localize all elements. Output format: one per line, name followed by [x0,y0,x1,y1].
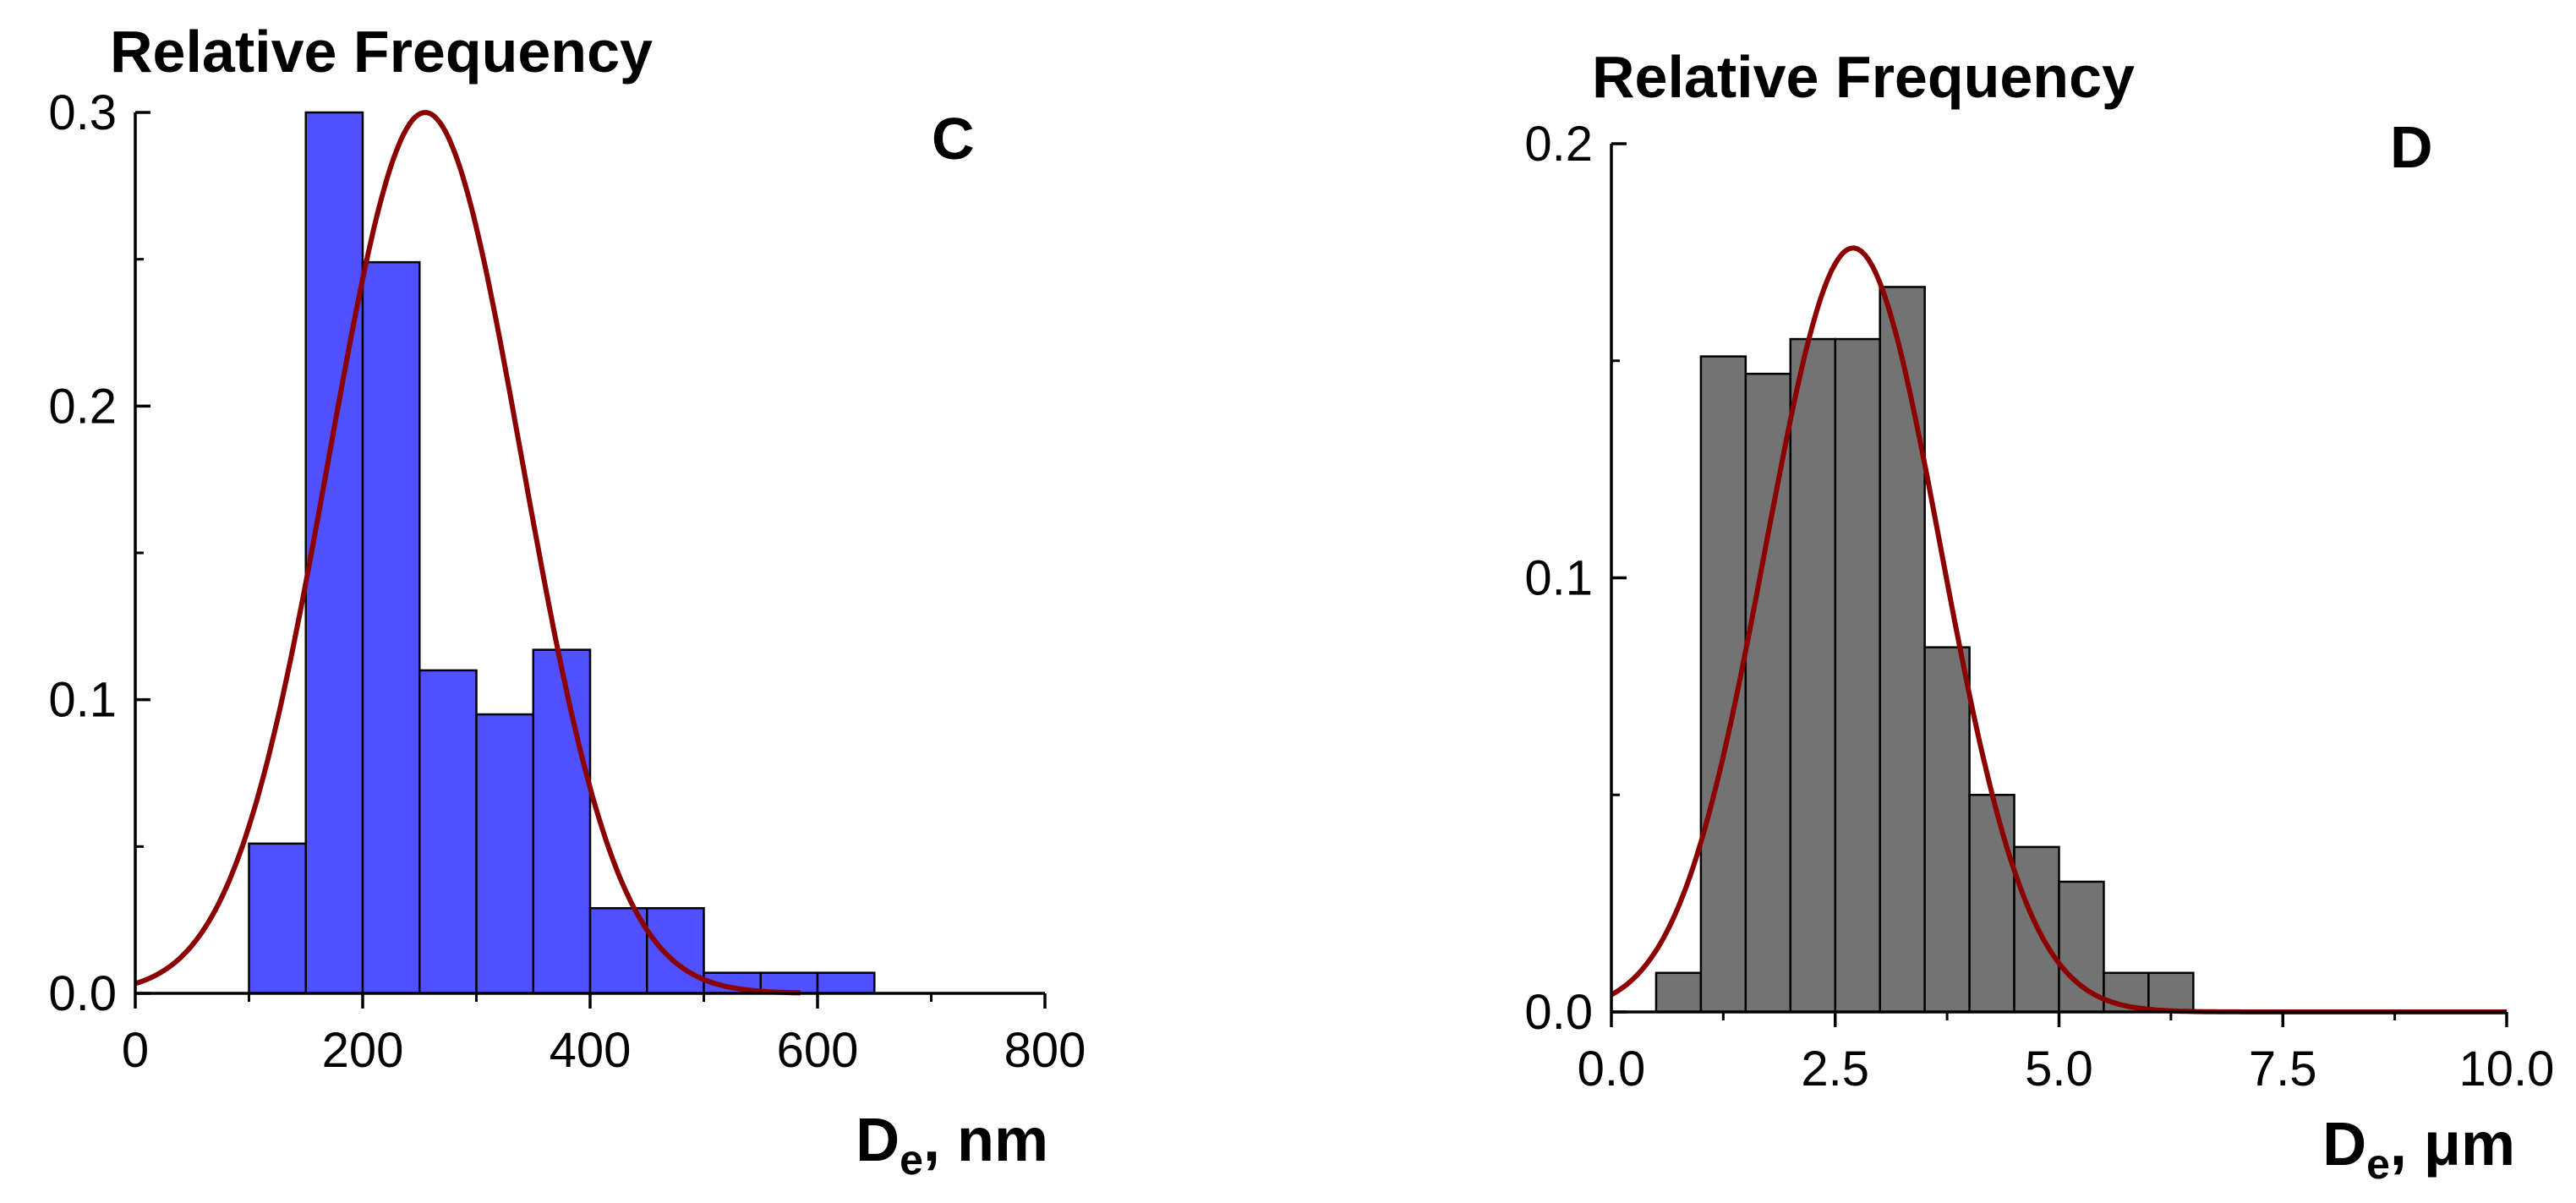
x-axis-title: De, nm [856,1107,1048,1184]
histogram-bar-10 [2058,880,2105,1014]
gaussian-fit-curve [134,110,801,996]
histogram-bar-2 [304,111,364,995]
histogram-bar-5 [1834,337,1881,1014]
y-axis-title: Relative Frequency [1592,44,2135,110]
histogram-bar-12 [2147,971,2195,1014]
y-tick-label: 0.2 [48,379,117,434]
histogram-bar-1 [248,842,307,995]
panel-letter: C [932,106,975,172]
histogram-bar-5 [475,713,534,995]
x-tick-label: 0.0 [1578,1042,1646,1096]
x-tick-label: 200 [322,1023,404,1078]
y-axis-title: Relative Frequency [110,19,653,85]
x-tick-label: 2.5 [1801,1042,1869,1096]
histogram-bar-6 [1879,286,1926,1014]
x-tick-label: 0 [122,1023,149,1078]
y-tick-label: 0.0 [48,966,117,1021]
panel-letter: D [2390,114,2433,180]
x-tick-label: 10.0 [2459,1042,2555,1096]
y-tick-label: 0.1 [48,673,117,728]
x-tick-label: 5.0 [2025,1042,2093,1096]
histogram-bar-4 [1789,337,1837,1014]
histogram-bar-3 [1744,372,1792,1014]
histogram-bar-7 [588,907,648,995]
y-tick-label: 0.1 [1524,551,1593,606]
y-tick-label: 0.2 [1524,117,1593,172]
chart-panel-d: Relative Frequency D De, μm 0.0 2.5 5.0 7.5… [1524,44,2554,1188]
histogram-bar-1 [1654,971,1703,1014]
x-tick-label: 800 [1004,1023,1086,1078]
histogram-bar-4 [418,669,478,995]
x-tick-label: 600 [777,1023,859,1078]
histogram-bar-7 [1923,646,1971,1014]
histogram-bar-3 [361,260,421,995]
histogram-bar-8 [646,907,705,995]
x-tick-label: 400 [550,1023,632,1078]
x-tick-label: 7.5 [2249,1042,2317,1096]
histogram-bar-11 [816,971,876,995]
chart-panel-c: Relative Frequency C De, nm 0 200 400 600 80… [48,19,1086,1184]
y-tick-label: 0.3 [48,85,117,140]
histogram-bar-6 [532,648,592,995]
histogram-bar-8 [1968,794,2015,1014]
x-axis-title: De, μm [2322,1111,2515,1188]
y-tick-label: 0.0 [1524,985,1593,1040]
